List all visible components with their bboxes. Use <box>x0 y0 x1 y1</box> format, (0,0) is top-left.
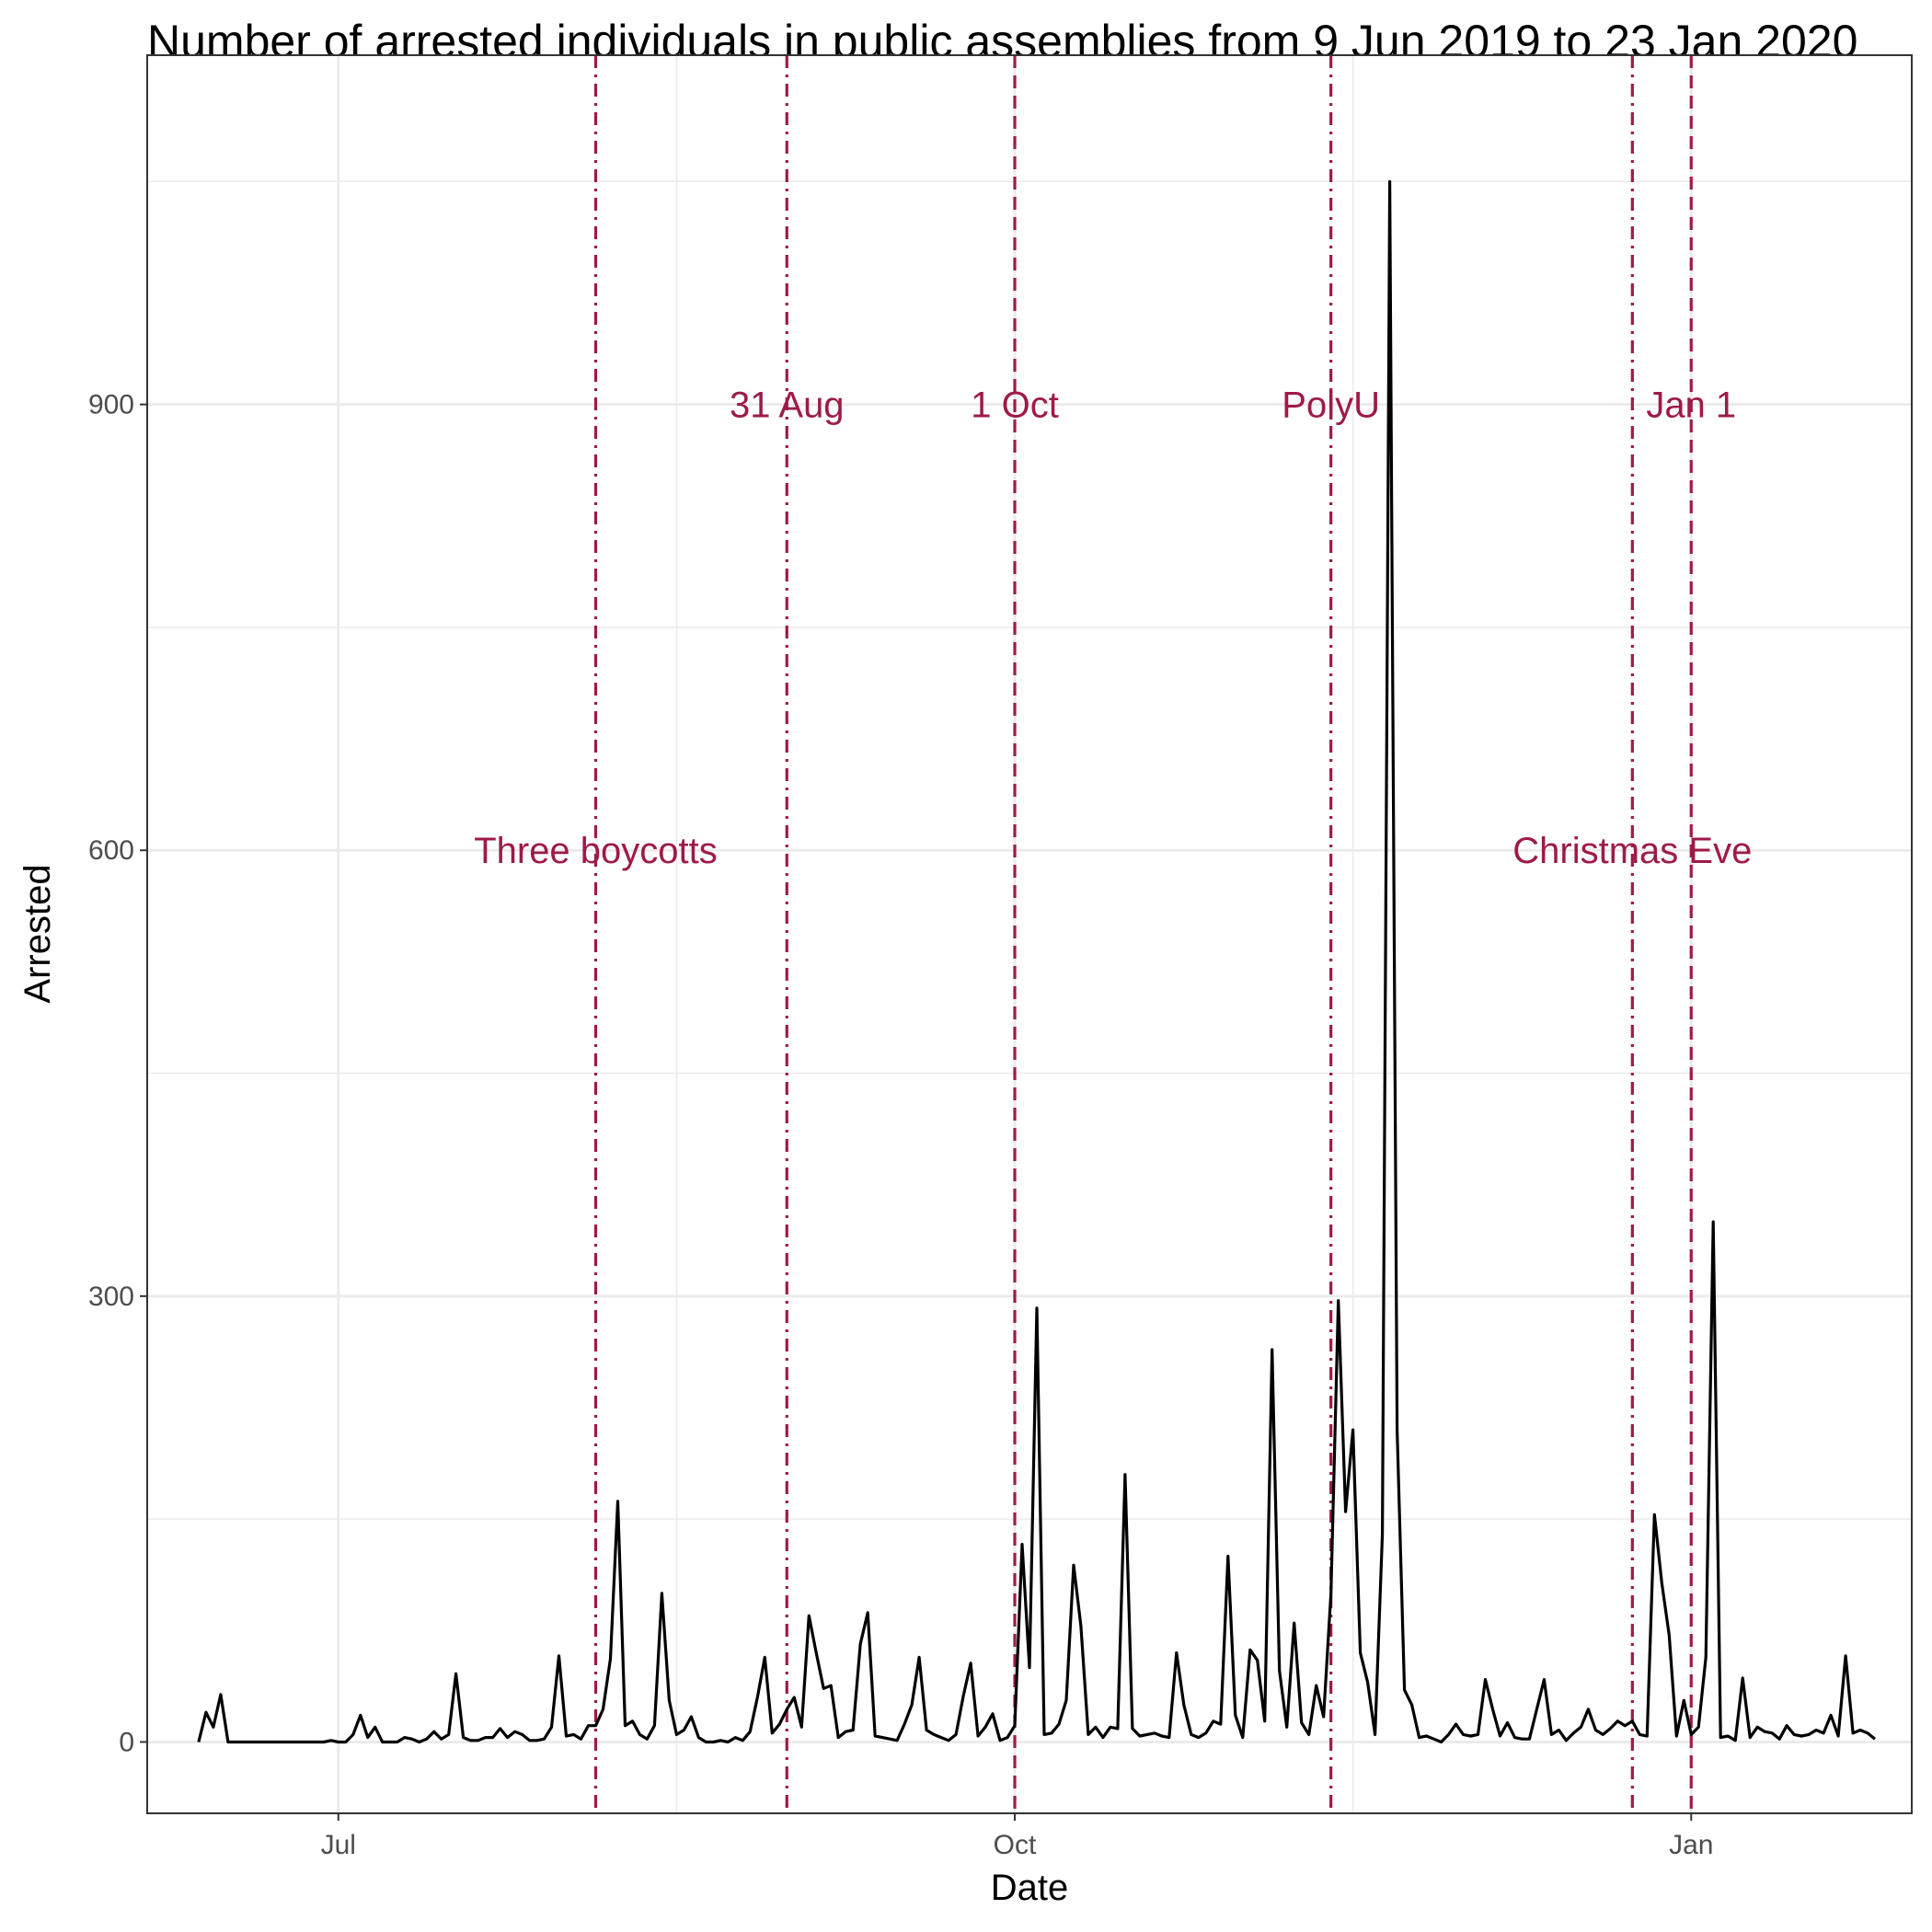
event-markers <box>593 55 1693 1813</box>
event-label: Jan 1 <box>1646 385 1736 426</box>
event-label: 1 Oct <box>971 385 1059 426</box>
x-tick-label: Oct <box>994 1830 1037 1860</box>
y-tick-label: 900 <box>88 390 134 420</box>
y-tick-label: 600 <box>88 835 134 866</box>
minor-gridlines <box>147 55 1912 1813</box>
y-axis: 0 300 600 900 <box>88 390 147 1757</box>
x-tick-label: Jan <box>1669 1830 1713 1860</box>
y-axis-title: Arrested <box>17 864 58 1003</box>
plot-panel-border <box>146 54 1913 1814</box>
event-label: 31 Aug <box>730 385 845 426</box>
event-label: Christmas Eve <box>1512 831 1752 871</box>
x-axis: Jul Oct Jan <box>321 1813 1713 1860</box>
event-label: Three boycotts <box>474 831 718 871</box>
arrested-series-line <box>197 179 1876 1744</box>
y-tick-label: 300 <box>88 1282 134 1312</box>
event-labels: Three boycotts 31 Aug 1 Oct PolyU Christmas … <box>474 385 1752 872</box>
x-axis-title: Date <box>991 1868 1069 1908</box>
y-tick-label: 0 <box>119 1727 134 1757</box>
x-tick-label: Jul <box>321 1830 356 1860</box>
event-label: PolyU <box>1282 385 1380 426</box>
plot-panel-background <box>147 55 1912 1813</box>
